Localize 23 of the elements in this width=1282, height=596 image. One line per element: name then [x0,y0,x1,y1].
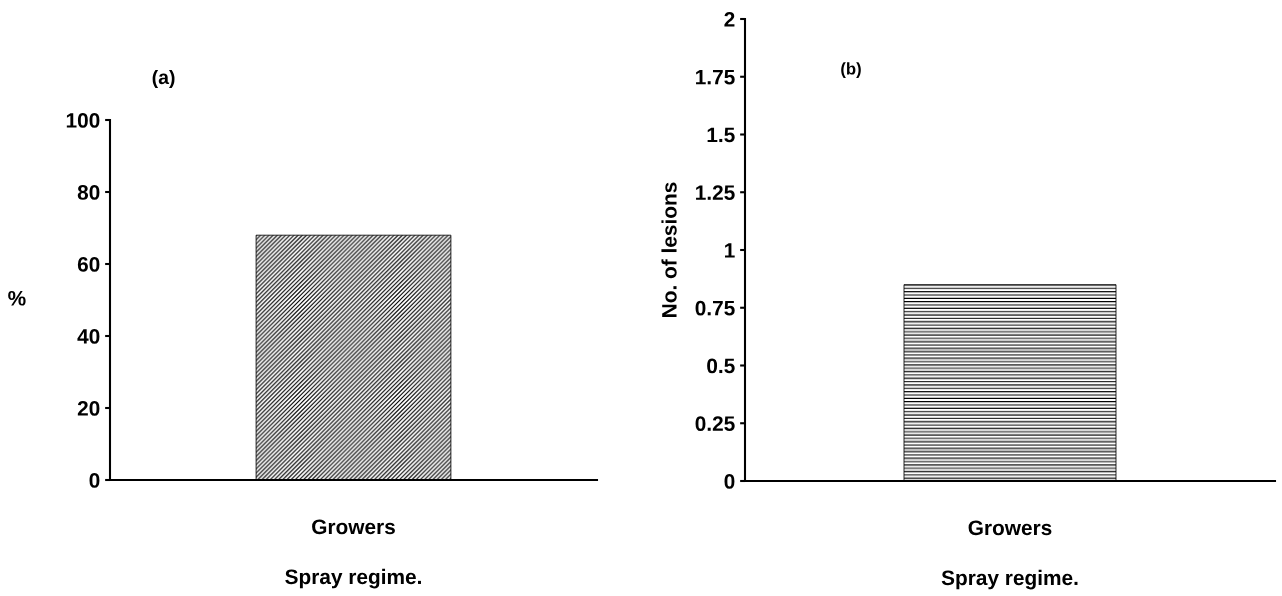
y-tick-label: 40 [77,329,100,344]
y-tick-label: 100 [66,113,100,128]
y-tick-label: 80 [77,185,100,200]
y-axis-title: No. of lesions [661,182,677,317]
y-tick-label: 1.75 [696,69,735,85]
y-tick-label: 20 [77,401,100,416]
text: (b) [841,62,861,78]
x-axis-title: Spray regime. [285,568,421,589]
x-axis-title: Spray regime. [941,569,1078,590]
y-tick-label: 1.25 [696,185,735,200]
chart-title: (a) [152,69,175,89]
x-tick-label: Growers [312,519,395,535]
y-tick-label: 1 [725,243,735,258]
y-tick-label: 1.5 [707,127,735,143]
y-tick-label: 2 [724,12,735,27]
y-tick-label: 0.75 [695,300,735,316]
y-axis-title: % [8,290,26,306]
y-tick-label: 0 [724,474,735,489]
y-tick-label: 0.5 [707,358,735,374]
y-tick-label: 0.25 [695,416,735,431]
x-tick-label: Growers [968,520,1052,536]
y-tick-label: 0 [89,473,100,488]
y-tick-label: 60 [77,257,100,272]
